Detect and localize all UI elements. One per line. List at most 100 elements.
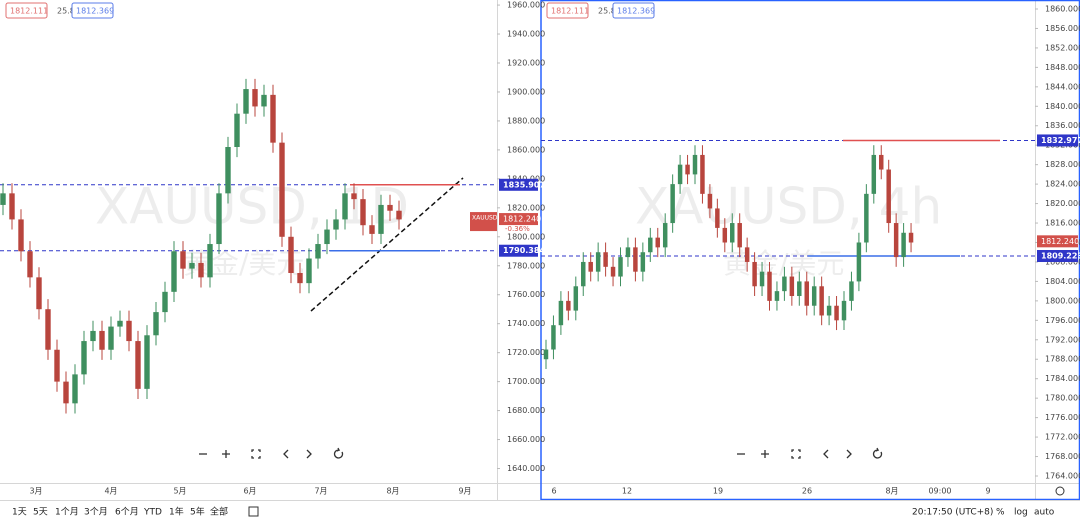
- y-tick-label: 1740.000: [507, 319, 545, 328]
- price-label-box: [499, 244, 538, 257]
- candle-body: [588, 261, 593, 272]
- candle-body: [811, 286, 817, 306]
- range-button[interactable]: YTD: [143, 508, 162, 518]
- x-tick-label: 4月: [104, 487, 117, 496]
- x-tick-label: 9月: [458, 487, 471, 496]
- zoom-button-icon[interactable]: [761, 450, 769, 458]
- candle-body: [581, 261, 586, 287]
- candle-body: [707, 193, 713, 209]
- range-button[interactable]: 1天: [12, 508, 27, 518]
- price-label: 1790.384: [503, 246, 545, 255]
- zoom-button-icon[interactable]: [333, 447, 344, 459]
- zoom-button-icon[interactable]: [872, 447, 883, 459]
- last-price-label: 1812.240: [503, 215, 541, 224]
- x-tick-label: 26: [802, 487, 812, 496]
- y-tick-label: 1700.000: [507, 377, 545, 386]
- candle-body: [54, 349, 60, 382]
- zoom-button[interactable]: [247, 445, 265, 463]
- scale-option[interactable]: auto: [1034, 508, 1055, 518]
- y-tick-label: 1640.000: [507, 464, 545, 473]
- date-range-button[interactable]: [248, 506, 259, 517]
- zoom-button-icon[interactable]: [222, 450, 230, 458]
- candle-body: [730, 223, 735, 243]
- candle-body: [648, 237, 653, 253]
- y-tick-label: 1800.000: [1045, 296, 1080, 305]
- price-label: 1809.223: [1041, 252, 1080, 261]
- y-tick-label: 1780.000: [507, 261, 545, 270]
- candle-body: [759, 271, 765, 287]
- y-tick-label: 1788.000: [1045, 355, 1080, 364]
- trend-line[interactable]: [310, 177, 464, 312]
- zoom-button[interactable]: [300, 445, 318, 463]
- candle-body: [573, 286, 579, 311]
- range-button[interactable]: 6个月: [115, 507, 139, 518]
- y-tick-label: 1860.000: [507, 145, 545, 154]
- zoom-button[interactable]: [277, 445, 295, 463]
- candle-body: [886, 169, 891, 224]
- zoom-button[interactable]: [330, 445, 348, 463]
- y-tick-label: 1836.000: [1045, 121, 1080, 130]
- x-tick-label: 6: [551, 487, 556, 496]
- x-tick-label: 9: [985, 487, 990, 496]
- y-tick-label: 1828.000: [1045, 160, 1080, 169]
- candle-body: [715, 208, 720, 228]
- range-button[interactable]: 5天: [33, 508, 48, 518]
- scale-option[interactable]: %: [996, 508, 1005, 518]
- candle-body: [879, 154, 884, 170]
- candle-body: [36, 277, 42, 310]
- x-tick-label: 12: [622, 487, 632, 496]
- zoom-button[interactable]: [840, 445, 858, 463]
- candle-body: [252, 89, 258, 107]
- candle-body: [908, 232, 914, 243]
- candle-body: [655, 237, 660, 248]
- zoom-button-icon[interactable]: [791, 449, 801, 459]
- zoom-button-icon[interactable]: [846, 449, 852, 459]
- zoom-button-icon[interactable]: [251, 449, 261, 459]
- range-button[interactable]: 3个月: [84, 507, 108, 518]
- candle-body: [826, 305, 832, 316]
- legend-box: [5, 2, 48, 19]
- last-price-box: [1037, 235, 1078, 248]
- y-tick-label: 1800.000: [507, 232, 545, 241]
- zoom-button[interactable]: [817, 445, 835, 463]
- candle-body: [396, 210, 402, 220]
- y-tick-label: 1760.000: [507, 290, 545, 299]
- settings-button[interactable]: [1055, 486, 1065, 496]
- candle-body: [27, 251, 33, 278]
- candle-body: [551, 325, 556, 350]
- candle-body: [685, 164, 690, 175]
- last-price-label: 1812.240: [1041, 237, 1079, 246]
- range-button[interactable]: 1年: [169, 506, 184, 518]
- watermark: XAUUSD, 4h: [635, 178, 942, 236]
- candle-body: [662, 223, 668, 248]
- zoom-button-icon[interactable]: [823, 449, 829, 459]
- zoom-button[interactable]: [787, 445, 805, 463]
- scale-option[interactable]: log: [1014, 508, 1028, 518]
- candle-body: [558, 300, 564, 326]
- candle-body: [849, 281, 854, 301]
- candle-body: [63, 381, 69, 404]
- candle-body: [789, 276, 795, 297]
- price-label: 1832.977: [1041, 136, 1080, 145]
- candle-body: [342, 193, 348, 220]
- legend-value: 1812.369: [76, 7, 114, 16]
- zoom-button[interactable]: [869, 445, 887, 463]
- candle-body: [225, 147, 231, 194]
- y-tick-label: 1784.000: [1045, 374, 1080, 383]
- price-label: 1835.907: [503, 180, 545, 189]
- candle-body: [856, 242, 862, 282]
- range-button[interactable]: 1个月: [55, 507, 79, 518]
- zoom-button-icon[interactable]: [306, 449, 312, 459]
- price-label-box: [499, 178, 538, 191]
- candle-body: [45, 309, 51, 350]
- candle-body: [378, 204, 384, 234]
- range-button[interactable]: 5年: [190, 506, 205, 518]
- range-button[interactable]: 全部: [210, 506, 228, 518]
- candle-body: [871, 154, 877, 194]
- zoom-button-icon[interactable]: [283, 449, 289, 459]
- candle-body: [595, 252, 601, 272]
- y-tick-label: 1852.000: [1045, 43, 1080, 52]
- candle-body: [543, 349, 549, 360]
